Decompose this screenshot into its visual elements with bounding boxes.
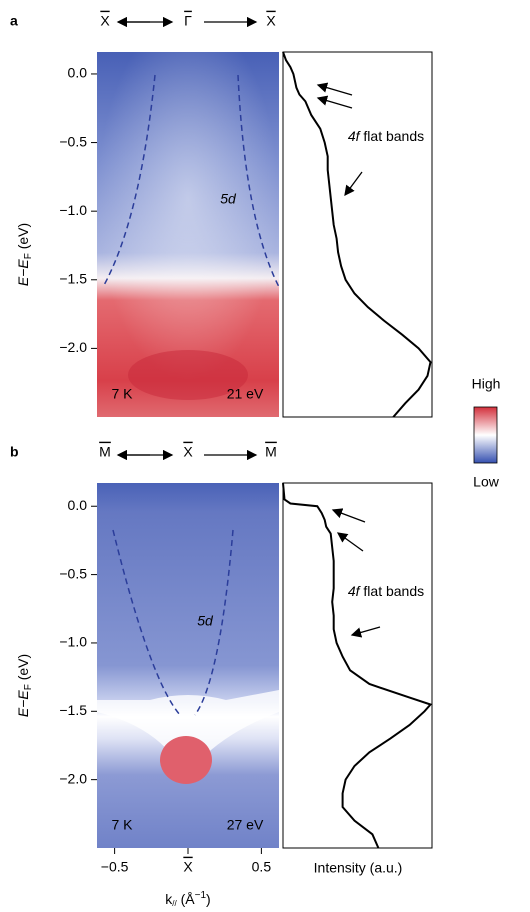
- y-tick-label: −0.5: [59, 133, 87, 149]
- edc-frame: [282, 51, 433, 418]
- annotation: 5d: [197, 613, 214, 629]
- annotation: 7 K: [111, 386, 133, 402]
- top-label: M: [265, 444, 277, 460]
- text-part: (eV): [15, 654, 31, 684]
- text-part: k: [165, 891, 173, 907]
- text-part: (eV): [15, 223, 31, 253]
- text-part: F: [23, 684, 34, 690]
- text-part: flat bands: [360, 128, 425, 144]
- edc-curve: [282, 51, 432, 418]
- y-tick-label: 0.0: [68, 497, 88, 513]
- top-label: X: [266, 13, 276, 29]
- y-axis-label: E−EF (eV): [15, 654, 34, 717]
- text-part: flat bands: [360, 583, 425, 599]
- panel-label: a: [10, 13, 18, 29]
- text-part: −E: [15, 259, 31, 277]
- text-part: //: [172, 899, 177, 908]
- text-part: ): [206, 891, 211, 907]
- arrows: [116, 16, 381, 638]
- top-label: Γ: [184, 13, 192, 29]
- text-part: −E: [15, 690, 31, 708]
- band-guide: [112, 529, 234, 716]
- y-axis-label: E−EF (eV): [15, 223, 34, 286]
- text-part: F: [23, 253, 34, 259]
- y-tick-label: −1.0: [59, 634, 87, 650]
- text-part: −1: [195, 890, 207, 901]
- x-tick-label: 0.5: [252, 859, 272, 875]
- y-tick-label: −2.0: [59, 339, 87, 355]
- colorbar: [473, 406, 498, 464]
- edc-axis-label: Intensity (a.u.): [314, 860, 403, 876]
- annotation: 5d: [220, 191, 237, 207]
- edc-curve: [282, 482, 433, 849]
- arpes-highlight: [97, 690, 279, 760]
- y-tick-label: −1.0: [59, 202, 87, 218]
- x-tick-label: −0.5: [101, 859, 129, 875]
- colorbar-low: Low: [473, 474, 500, 490]
- arpes-highlight: [160, 736, 212, 784]
- x-axis-label: k// (Å−1): [165, 890, 210, 908]
- edc-frame: [282, 482, 433, 849]
- arpes-highlight: [128, 350, 248, 400]
- arpes-image: [97, 483, 279, 848]
- top-label: X: [183, 444, 193, 460]
- y-tick-label: 0.0: [68, 65, 88, 81]
- text-part: 4f: [348, 128, 362, 144]
- top-label: X: [100, 13, 110, 29]
- text-part: (Å: [177, 891, 196, 907]
- text-part: 4f: [348, 583, 362, 599]
- annotation: 27 eV: [227, 817, 264, 833]
- annotation: 7 K: [111, 817, 133, 833]
- panel-label: b: [10, 444, 19, 460]
- top-label: M: [99, 444, 111, 460]
- text-part: E: [15, 707, 31, 717]
- x-tick-label: X: [183, 859, 193, 875]
- text-part: E: [15, 276, 31, 286]
- y-tick-label: −1.5: [59, 702, 87, 718]
- colorbar-high: High: [472, 376, 501, 392]
- y-tick-label: −1.5: [59, 270, 87, 286]
- band-guide: [102, 74, 280, 288]
- annotation: 21 eV: [227, 386, 264, 402]
- annotation: 4f flat bands: [348, 583, 424, 599]
- y-tick-label: −0.5: [59, 565, 87, 581]
- y-tick-label: −2.0: [59, 770, 87, 786]
- annotation: 4f flat bands: [348, 128, 424, 144]
